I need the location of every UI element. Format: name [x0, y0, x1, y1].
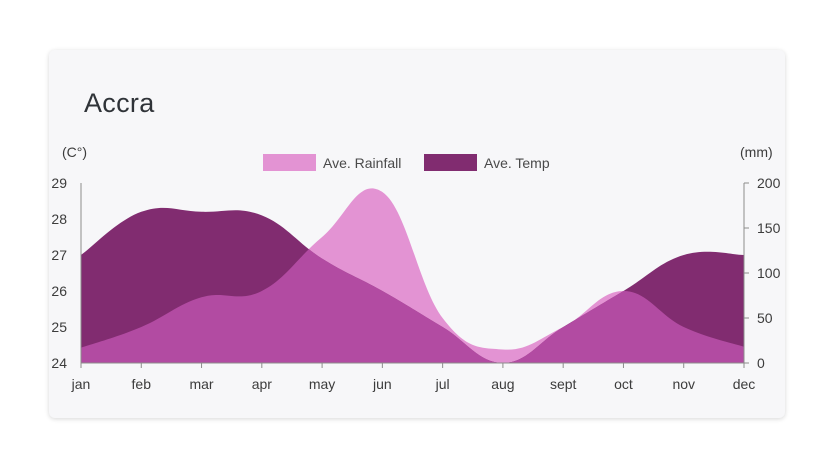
legend: Ave. Rainfall Ave. Temp: [263, 154, 550, 171]
x-tick-label: jun: [372, 376, 392, 392]
right-tick-label: 100: [757, 265, 781, 281]
left-tick-label: 29: [51, 175, 67, 191]
right-axis-unit: (mm): [740, 144, 773, 160]
x-tick-label: jan: [71, 376, 91, 392]
legend-swatch-rainfall: [263, 154, 316, 171]
x-tick-label: nov: [672, 376, 695, 392]
left-tick-label: 27: [51, 247, 67, 263]
x-tick-label: apr: [252, 376, 273, 392]
x-tick-label: jul: [435, 376, 450, 392]
legend-swatch-temp: [424, 154, 477, 171]
x-tick-label: feb: [132, 376, 152, 392]
right-axis-ticks: 0 50 100 150 200: [744, 175, 781, 371]
right-tick-label: 150: [757, 220, 781, 236]
left-axis-unit: (C°): [62, 144, 87, 160]
left-tick-label: 24: [51, 355, 67, 371]
legend-label-rainfall: Ave. Rainfall: [323, 155, 401, 171]
x-axis-ticks: jan feb mar apr may jun jul aug sept oct nov dec: [71, 363, 756, 392]
x-tick-label: oct: [614, 376, 633, 392]
chart-title: Accra: [84, 88, 155, 118]
right-tick-label: 50: [757, 310, 773, 326]
x-tick-label: dec: [733, 376, 756, 392]
left-tick-label: 28: [51, 211, 67, 227]
right-tick-label: 0: [757, 355, 765, 371]
x-tick-label: sept: [550, 376, 577, 392]
x-tick-label: aug: [491, 376, 514, 392]
left-tick-label: 25: [51, 319, 67, 335]
chart-series: [81, 188, 744, 363]
legend-label-temp: Ave. Temp: [484, 155, 550, 171]
x-tick-label: mar: [189, 376, 213, 392]
left-tick-label: 26: [51, 283, 67, 299]
x-tick-label: may: [309, 376, 335, 392]
left-axis-ticks: 24 25 26 27 28 29: [51, 175, 67, 371]
right-tick-label: 200: [757, 175, 781, 191]
